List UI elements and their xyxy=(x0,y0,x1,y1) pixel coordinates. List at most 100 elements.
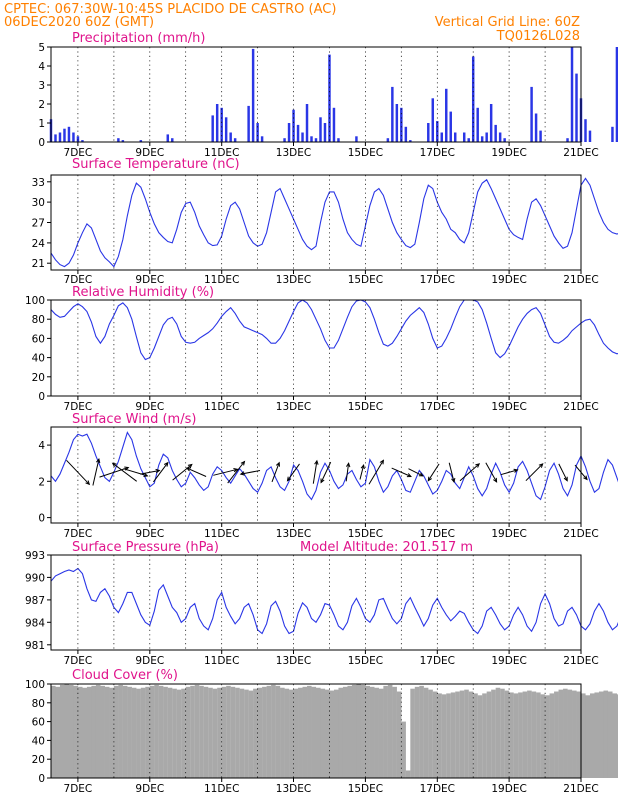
cloud-bar xyxy=(428,689,433,778)
precip-bar xyxy=(400,107,403,142)
precip-bar xyxy=(171,138,174,142)
cloud-bar xyxy=(527,690,532,778)
panels: Precipitation (mm/h) 0 1 2 3 4 5 7DEC 9DEC 11DEC 1… xyxy=(25,31,618,795)
wind-arrow-head xyxy=(493,477,498,483)
cloud-bar xyxy=(581,693,586,778)
precip-panel: Precipitation (mm/h) 0 1 2 3 4 5 7DEC 9DEC 11DEC 1… xyxy=(38,31,618,159)
wind-arrows xyxy=(66,457,588,486)
pres-xtick-label: 11DEC xyxy=(204,655,239,667)
precip-bar xyxy=(575,73,578,142)
rh-xtick-label: 13DEC xyxy=(276,401,311,413)
rh-xtick-label: 19DEC xyxy=(491,401,526,413)
cloud-bar xyxy=(594,692,600,778)
precip-bar xyxy=(328,54,331,142)
precip-bar xyxy=(467,138,470,142)
temp-title: Surface Temperature (nC) xyxy=(72,157,240,172)
cloud-bar xyxy=(59,684,65,778)
wind-arrow xyxy=(227,461,245,484)
wind-arrow xyxy=(408,468,424,477)
wind-ytick-label: 4 xyxy=(38,440,45,452)
cloud-bar xyxy=(518,692,523,778)
precip-bar xyxy=(611,126,614,142)
precip-bar xyxy=(76,136,80,142)
wind-arrow xyxy=(287,463,300,481)
cloud-bar xyxy=(616,694,618,778)
cloud-bar xyxy=(531,691,537,778)
wind-line xyxy=(50,431,618,501)
precip-bar xyxy=(588,130,592,142)
precip-ytick-label: 5 xyxy=(38,42,45,54)
precip-bar xyxy=(301,132,304,142)
cloud-bar xyxy=(338,687,344,778)
wind-panel: Surface Wind (m/s) 0 2 4 7DEC 9DEC 11DEC 13DEC 1… xyxy=(38,412,618,540)
precip-xtick-label: 15DEC xyxy=(348,147,383,159)
wind-xtick-label: 15DEC xyxy=(348,528,383,540)
precip-bar xyxy=(256,123,259,142)
wind-arrow-head xyxy=(163,461,169,467)
cloud-bar xyxy=(266,685,272,778)
cloud-xtick-label: 21DEC xyxy=(563,783,598,795)
rh-ytick-label: 40 xyxy=(32,353,45,365)
pres-panel: Surface Pressure (hPa) Model Altitude: 20… xyxy=(25,540,618,667)
cloud-bar xyxy=(73,685,79,778)
rh-ytick-label: 0 xyxy=(38,391,45,403)
wind-arrow-head xyxy=(233,468,239,473)
precip-bar xyxy=(139,140,143,142)
precip-bar xyxy=(332,107,336,142)
header-grid-note: Vertical Grid Line: 60Z xyxy=(435,15,580,30)
precip-bar xyxy=(287,123,291,142)
wind-arrow xyxy=(500,469,518,476)
cloud-bar xyxy=(77,686,83,778)
cloud-bar xyxy=(271,684,276,778)
precip-bar xyxy=(386,138,390,142)
wind-arrow-head xyxy=(314,459,319,465)
wind-arrow-head xyxy=(286,476,292,482)
wind-arrow-head xyxy=(85,480,91,486)
rh-line xyxy=(50,299,618,361)
cloud-bar xyxy=(410,688,415,778)
cloud-bar xyxy=(401,721,406,778)
cloud-bar xyxy=(387,684,393,778)
cloud-bar xyxy=(131,687,137,778)
precip-xtick-label: 9DEC xyxy=(135,147,164,159)
temp-xtick-label: 11DEC xyxy=(204,274,239,286)
cloud-bar xyxy=(113,685,119,778)
cloud-bar xyxy=(262,686,267,778)
wind-arrow-head xyxy=(143,472,149,477)
precip-bar xyxy=(480,136,484,142)
cloud-bar xyxy=(167,687,173,778)
cloud-bar xyxy=(253,688,258,778)
precip-bar xyxy=(570,47,574,142)
precip-bar xyxy=(440,132,443,142)
precip-bar xyxy=(121,140,125,142)
cloud-bar xyxy=(289,689,294,778)
temp-xtick-label: 17DEC xyxy=(420,274,455,286)
wind-arrow-head xyxy=(451,477,456,484)
cloud-bar xyxy=(91,685,96,778)
cloud-bar xyxy=(392,686,397,778)
header-station: CPTEC: 067:30W-10:45S PLACIDO DE CASTRO … xyxy=(4,2,336,17)
wind-arrow-head xyxy=(406,473,412,478)
cloud-bar xyxy=(486,691,492,778)
cloud-bar xyxy=(235,687,240,778)
cloud-bar xyxy=(612,693,618,778)
cloud-bar xyxy=(589,693,595,778)
temp-ytick-label: 24 xyxy=(32,238,46,250)
precip-bar xyxy=(409,140,412,142)
cloud-bar xyxy=(217,687,222,778)
cloud-bar xyxy=(450,692,456,778)
rh-ytick-label: 100 xyxy=(25,295,45,307)
wind-arrow xyxy=(320,461,332,483)
rh-xtick-label: 17DEC xyxy=(420,401,455,413)
wind-arrow xyxy=(525,463,544,482)
cloud-bar xyxy=(500,688,505,778)
temp-frame xyxy=(50,174,582,271)
precip-bar xyxy=(310,136,313,142)
cloud-bar xyxy=(244,689,249,778)
wind-arrow-head xyxy=(345,462,351,468)
header-run-date: 06DEC2020 60Z (GMT) xyxy=(4,15,154,30)
cloud-bar xyxy=(333,689,339,778)
cloud-bar xyxy=(396,691,402,778)
cloud-bar xyxy=(104,686,110,778)
